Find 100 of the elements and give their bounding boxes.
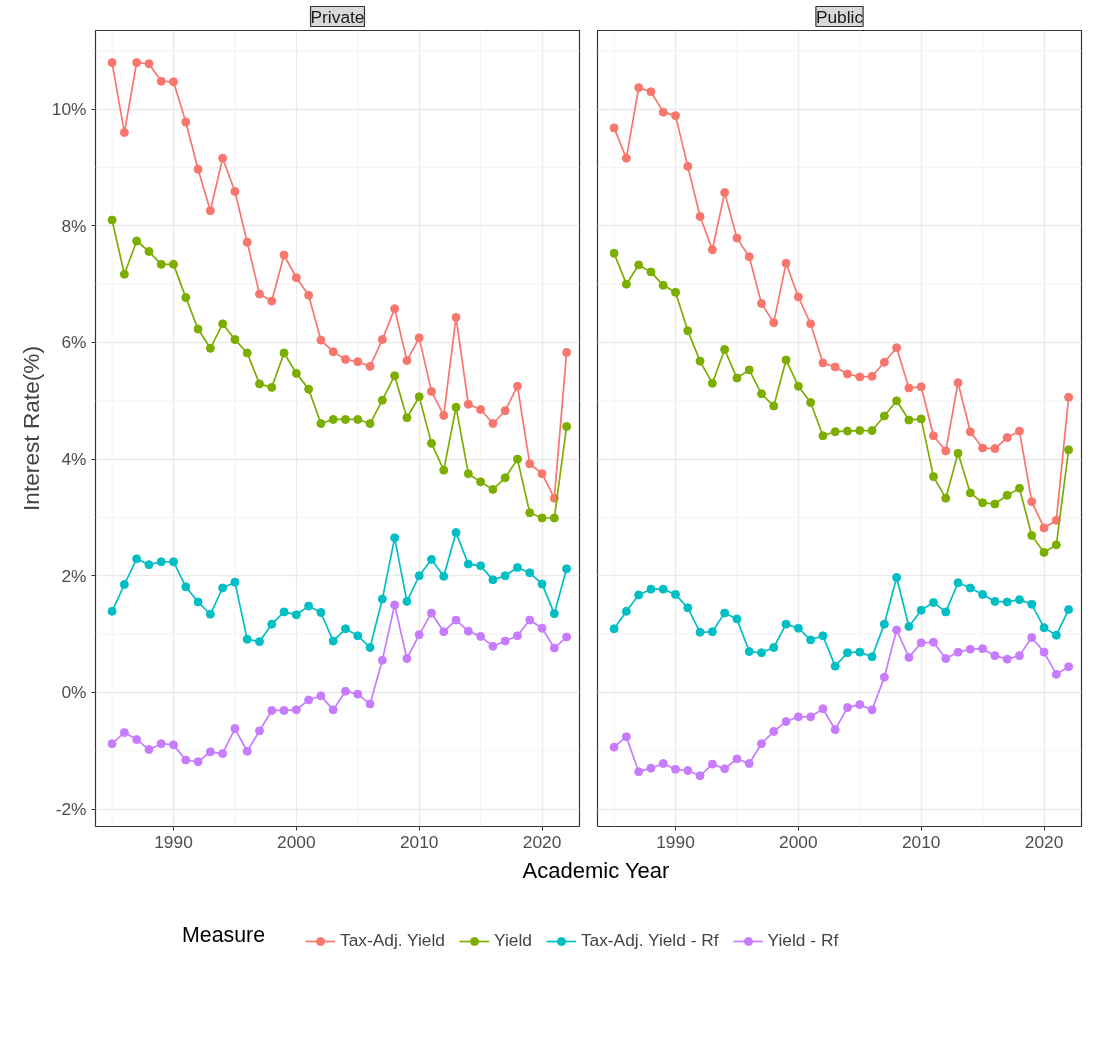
point <box>414 333 424 343</box>
point <box>1064 445 1074 455</box>
point <box>781 619 791 629</box>
point <box>230 186 240 196</box>
point <box>744 252 754 262</box>
point <box>537 469 547 479</box>
point <box>769 642 779 652</box>
point <box>230 724 240 734</box>
point <box>965 583 975 593</box>
point <box>1039 647 1049 657</box>
point <box>842 703 852 713</box>
point <box>107 739 117 749</box>
point <box>634 767 644 777</box>
point <box>806 319 816 329</box>
point <box>830 362 840 372</box>
point <box>634 260 644 270</box>
point <box>1014 483 1024 493</box>
point <box>904 621 914 631</box>
point <box>806 398 816 408</box>
y-tick-label: 6% <box>61 332 87 353</box>
point <box>671 287 681 297</box>
point <box>562 632 572 642</box>
chart-title: Private <box>310 6 365 27</box>
point <box>965 427 975 437</box>
point <box>1014 651 1024 661</box>
point <box>609 248 619 258</box>
point <box>254 379 264 389</box>
point <box>707 627 717 637</box>
point <box>781 355 791 365</box>
point <box>658 107 668 117</box>
chart-title: Public <box>815 6 864 27</box>
point <box>500 473 510 483</box>
point <box>634 590 644 600</box>
point <box>683 766 693 776</box>
point <box>621 732 631 742</box>
point <box>549 643 559 653</box>
point <box>562 421 572 431</box>
point <box>658 280 668 290</box>
point <box>463 559 473 569</box>
point <box>978 589 988 599</box>
point <box>291 273 301 283</box>
point <box>279 250 289 260</box>
point <box>169 259 179 269</box>
point <box>793 623 803 633</box>
point <box>488 575 498 585</box>
point <box>695 212 705 222</box>
point <box>414 630 424 640</box>
point <box>119 128 129 138</box>
point <box>451 528 461 538</box>
point <box>390 533 400 543</box>
point <box>1014 426 1024 436</box>
point <box>965 488 975 498</box>
point <box>144 745 154 755</box>
point <box>990 444 1000 454</box>
point <box>402 596 412 606</box>
point <box>842 369 852 379</box>
point <box>818 631 828 641</box>
point <box>377 594 387 604</box>
point <box>793 381 803 391</box>
point <box>169 557 179 567</box>
point <box>242 634 252 644</box>
y-tick-label: -2% <box>55 799 87 820</box>
point <box>1064 662 1074 672</box>
point <box>451 402 461 412</box>
point <box>744 759 754 769</box>
point <box>646 763 656 773</box>
point <box>756 648 766 658</box>
point <box>340 686 350 696</box>
point <box>756 298 766 308</box>
point <box>830 427 840 437</box>
point <box>242 237 252 247</box>
point <box>916 382 926 392</box>
point <box>402 413 412 423</box>
point <box>205 206 215 216</box>
point <box>916 414 926 424</box>
point <box>365 642 375 652</box>
point <box>144 59 154 69</box>
point <box>426 608 436 618</box>
point <box>205 747 215 757</box>
point <box>793 292 803 302</box>
point <box>990 499 1000 509</box>
point <box>720 344 730 354</box>
point <box>928 472 938 482</box>
point <box>695 627 705 637</box>
point <box>1051 630 1061 640</box>
point <box>1014 595 1024 605</box>
point <box>707 378 717 388</box>
point <box>732 614 742 624</box>
point <box>169 77 179 87</box>
point <box>941 654 951 664</box>
point <box>609 123 619 133</box>
point <box>904 383 914 393</box>
point <box>132 554 142 564</box>
point <box>879 672 889 682</box>
point <box>439 627 449 637</box>
x-tick-label: 2010 <box>399 831 439 852</box>
y-tick-label: 8% <box>61 215 87 236</box>
point <box>683 326 693 336</box>
point <box>744 365 754 375</box>
point <box>267 296 277 306</box>
